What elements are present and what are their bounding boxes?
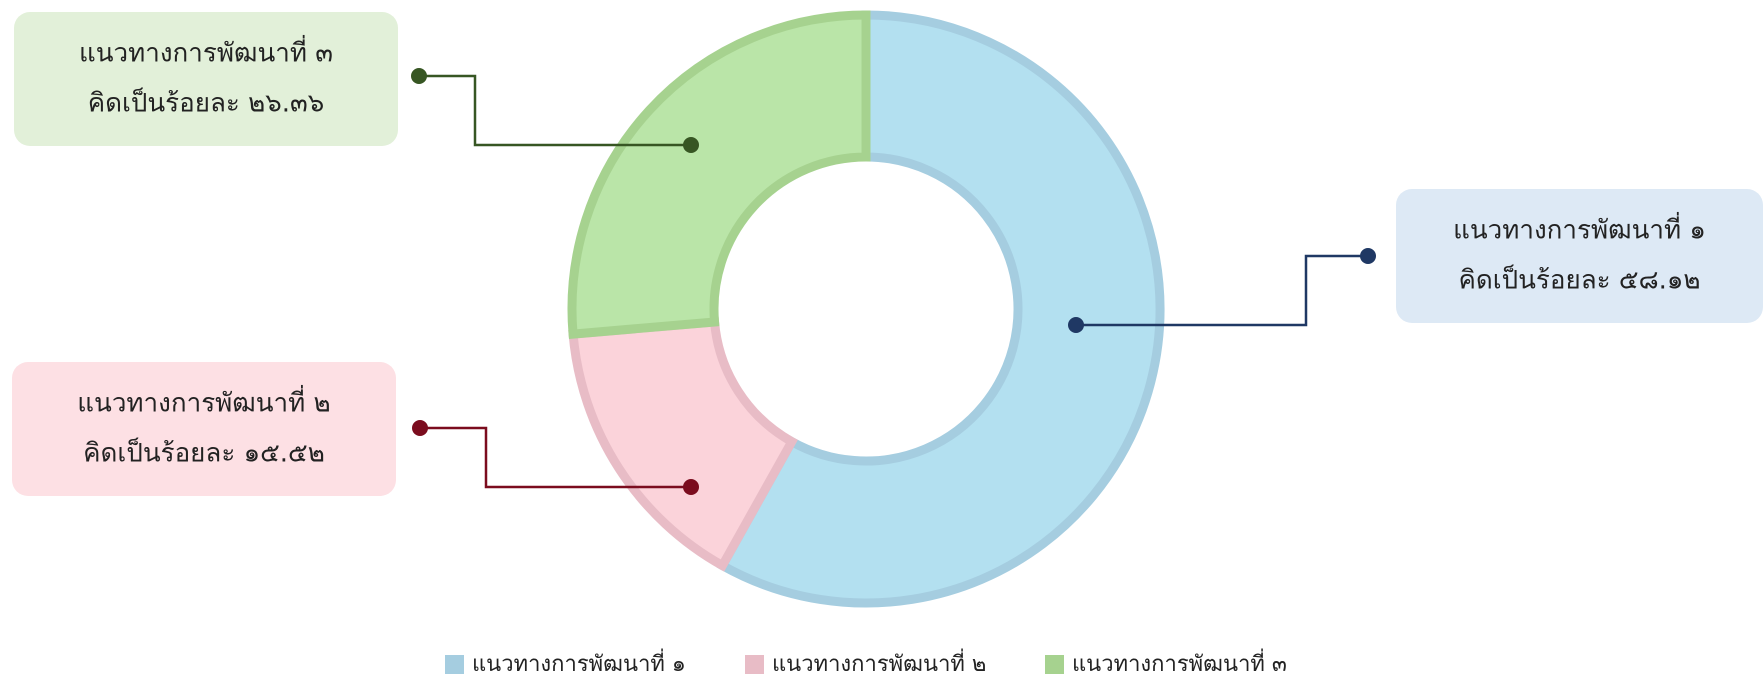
legend-swatch [745,655,764,674]
leader-line [1076,254,1368,327]
legend-swatch [1045,655,1064,674]
leader-dot [683,137,699,153]
legend-label: แนวทางการพัฒนาที่ ๓ [1072,648,1287,677]
legend-label: แนวทางการพัฒนาที่ ๒ [772,648,986,677]
leader-dot [411,68,427,84]
callout-category: แนวทางการพัฒนาที่ ๓ [79,35,333,69]
callout-box [14,12,398,146]
legend-swatch [445,655,464,674]
donut-slice [568,317,798,572]
callout-value: คิดเป็นร้อยละ ๕๘.๑๒ [1458,264,1700,296]
leader-dot [412,420,428,436]
callout-value: คิดเป็นร้อยละ ๒๖.๓๖ [88,87,325,119]
callout-box [12,362,396,496]
donut-slice [567,10,871,339]
leader-dot [683,479,699,495]
leader-dot [1068,317,1084,333]
donut-slice [716,10,1165,608]
legend-label: แนวทางการพัฒนาที่ ๑ [472,648,686,677]
callout-box [1396,189,1763,323]
leader-dot [1360,248,1376,264]
callout-value: คิดเป็นร้อยละ ๑๕.๕๒ [83,437,325,469]
leader-line [419,74,691,147]
callout-category: แนวทางการพัฒนาที่ ๑ [1453,212,1706,246]
leader-line [420,426,691,489]
callout-category: แนวทางการพัฒนาที่ ๒ [77,385,330,419]
